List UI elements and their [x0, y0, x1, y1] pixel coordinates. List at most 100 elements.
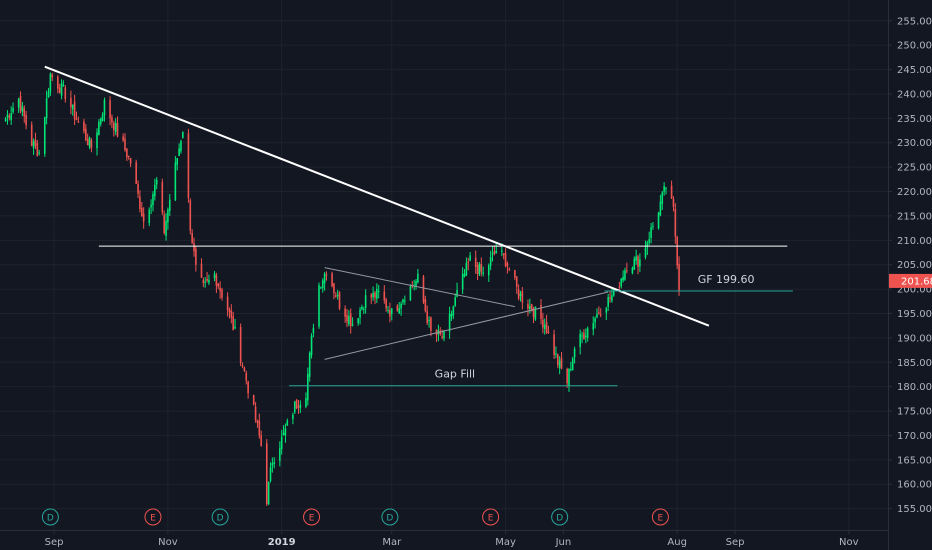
event-marker-e[interactable]: E: [482, 508, 500, 526]
candle: [297, 399, 300, 414]
price-tick-label: 245.00: [897, 65, 932, 76]
candle: [256, 419, 259, 428]
event-marker-e[interactable]: E: [651, 508, 669, 526]
event-marker-d[interactable]: D: [551, 508, 569, 526]
candle-body: [648, 239, 651, 243]
candle: [127, 155, 130, 160]
price-axis[interactable]: 255.00 250.00 245.00 240.00 235.00 230.00 225.…: [888, 0, 932, 550]
candle-body: [265, 443, 268, 504]
candle: [547, 325, 550, 334]
candle-body: [30, 124, 33, 146]
candle-body: [286, 420, 289, 426]
candle-body: [129, 157, 132, 164]
candle: [310, 333, 313, 359]
candle: [491, 246, 494, 262]
candle: [543, 318, 546, 335]
candle-body: [90, 140, 93, 149]
candle-body: [570, 369, 572, 371]
candle: [305, 392, 307, 409]
candle-body: [64, 87, 67, 100]
candle-body: [493, 251, 496, 254]
event-marker-e[interactable]: E: [303, 508, 321, 526]
candle: [114, 118, 117, 136]
candle: [650, 223, 652, 244]
candle: [150, 199, 152, 215]
candle: [111, 114, 113, 129]
event-marker-d[interactable]: D: [211, 508, 229, 526]
candle: [467, 257, 470, 271]
candle-body: [252, 395, 255, 405]
candle: [631, 266, 634, 275]
candle: [103, 97, 106, 122]
candle-body: [618, 286, 621, 288]
candle: [463, 269, 466, 278]
candle-body: [103, 99, 106, 116]
candle: [47, 87, 50, 98]
candle: [596, 308, 598, 319]
candle-body: [293, 401, 296, 413]
candle: [299, 400, 302, 414]
candle-body: [573, 348, 576, 358]
candle: [489, 250, 492, 271]
candle: [612, 288, 615, 297]
candle-body: [633, 258, 636, 270]
candle-body: [114, 122, 117, 132]
candle: [187, 128, 190, 203]
candle-body: [17, 98, 20, 108]
candle-body: [213, 273, 216, 279]
candle: [376, 283, 378, 303]
candle-body: [428, 319, 430, 321]
candle-body: [581, 335, 583, 337]
candle: [424, 295, 427, 313]
candle: [189, 198, 192, 235]
candle: [43, 116, 46, 157]
event-marker-d[interactable]: D: [41, 508, 59, 526]
candle: [508, 267, 511, 272]
candle: [639, 253, 641, 272]
candle-body: [579, 333, 581, 347]
candle: [400, 301, 402, 316]
candle: [480, 257, 483, 277]
candle: [32, 138, 35, 155]
candle-body: [36, 143, 39, 156]
candle-body: [19, 96, 22, 111]
candle: [383, 285, 386, 304]
candle: [320, 286, 322, 289]
gf-label: GF 199.60: [698, 273, 755, 286]
candle: [415, 278, 417, 290]
candle-body: [137, 183, 139, 194]
candle-body: [594, 318, 596, 323]
candle-body: [142, 213, 145, 222]
last-price-value: 201.68: [901, 276, 932, 287]
candle-body: [267, 481, 270, 505]
candle: [626, 262, 628, 274]
candle-body: [325, 274, 328, 276]
candle: [534, 306, 537, 321]
candle: [139, 190, 141, 213]
price-tick-label: 160.00: [897, 480, 932, 491]
candle-body: [461, 273, 464, 290]
candle: [581, 331, 583, 344]
candle: [38, 149, 40, 156]
candle-body: [331, 273, 333, 287]
candle-body: [515, 276, 518, 287]
price-tick-label: 175.00: [897, 407, 932, 418]
candle-body: [389, 310, 391, 317]
candle: [64, 85, 67, 103]
candle-body: [195, 248, 197, 265]
candle: [252, 394, 255, 406]
candle: [62, 80, 65, 87]
event-marker-d[interactable]: D: [381, 508, 399, 526]
candle: [545, 314, 548, 334]
candle-body: [6, 114, 9, 118]
candles: [4, 72, 680, 506]
candle: [90, 138, 93, 153]
candle: [178, 143, 180, 156]
price-tick-label: 235.00: [897, 114, 932, 125]
candle: [558, 356, 561, 375]
event-marker-e[interactable]: E: [144, 508, 162, 526]
candle: [124, 133, 126, 152]
candle-body: [547, 331, 550, 333]
time-axis[interactable]: Sep Nov 2019 Mar May Jun Aug Sep Nov: [0, 530, 888, 550]
